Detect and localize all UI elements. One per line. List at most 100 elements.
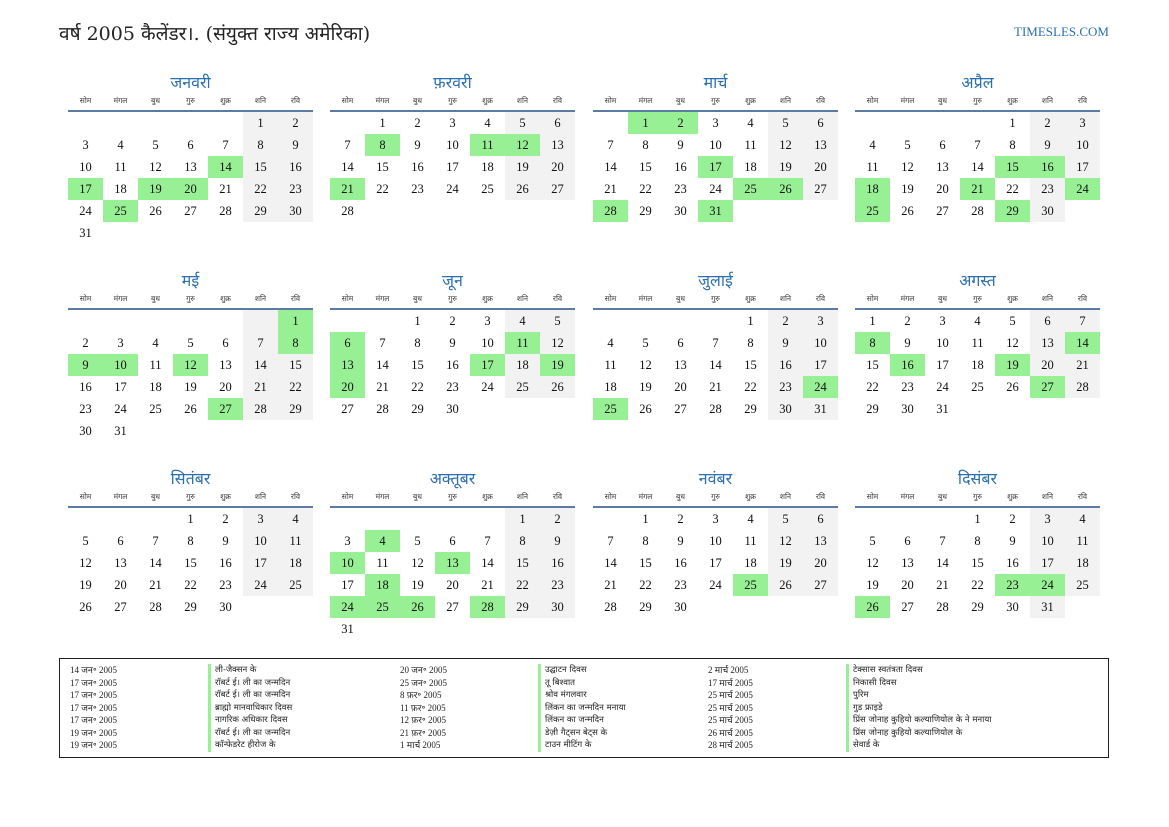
weekday-header: सोम मंगल बुध गुरु शुक्र शनि रवि — [855, 491, 1100, 505]
weekday-label: शनि — [254, 96, 267, 105]
day-cell: 6 — [803, 508, 838, 530]
empty-cell — [330, 310, 365, 332]
empty-cell — [470, 508, 505, 530]
day-cell: 14 — [709, 358, 722, 372]
weekday-label: सोम — [604, 492, 617, 501]
day-cell: 9 — [677, 534, 684, 548]
month-block: मार्च सोम मंगल बुध गुरु शुक्र शनि रवि 1 2 3 4 5 6 7 8 9 1… — [593, 72, 838, 222]
day-cell: 13 — [184, 160, 197, 174]
holiday-day-cell: 25 — [855, 200, 890, 222]
day-cell: 14 — [243, 354, 278, 376]
empty-cell — [68, 508, 103, 530]
weekday-label: बुध — [413, 294, 422, 303]
holiday-name: गुड फ्राइडे — [846, 701, 883, 714]
day-cell: 18 — [744, 160, 757, 174]
holiday-row: 17 जन॰ 2005 ब्राह्मो मानवाधिकार दिवस — [70, 701, 292, 714]
day-cell: 11 — [376, 556, 389, 570]
empty-cell — [138, 508, 173, 530]
empty-cell — [470, 200, 505, 222]
weekday-label: बुध — [413, 96, 422, 105]
day-cell: 30 — [768, 398, 803, 420]
day-cell: 10 — [936, 336, 949, 350]
day-cell: 17 — [803, 354, 838, 376]
day-grid: 1 2 3 4 5 6 7 8 9 10 11 12 13 14 15 16 17 18 19 20 21 22 23 24 2… — [593, 310, 838, 420]
empty-cell — [278, 596, 313, 618]
site-link[interactable]: TIMESLES.COM — [1014, 24, 1109, 39]
weekday-label: रवि — [552, 96, 563, 105]
day-cell: 28 — [709, 402, 722, 416]
holiday-day-cell: 27 — [208, 398, 243, 420]
day-cell: 4 — [1065, 508, 1100, 530]
empty-cell — [593, 310, 628, 332]
day-cell: 16 — [219, 556, 232, 570]
holiday-day-cell: 24 — [803, 376, 838, 398]
month-title: जनवरी — [170, 73, 211, 92]
empty-cell — [995, 398, 1030, 420]
day-cell: 30 — [674, 204, 687, 218]
month-divider — [330, 110, 575, 112]
empty-cell — [103, 310, 138, 332]
weekday-label: शनि — [516, 492, 529, 501]
day-cell: 30 — [219, 600, 232, 614]
empty-cell — [208, 420, 243, 442]
day-cell: 25 — [971, 380, 984, 394]
day-cell: 7 — [1065, 310, 1100, 332]
day-cell: 10 — [709, 138, 722, 152]
holiday-day-cell: 24 — [1065, 178, 1100, 200]
day-cell: 9 — [1030, 134, 1065, 156]
empty-cell — [698, 310, 733, 332]
holiday-day-cell: 24 — [1030, 574, 1065, 596]
day-cell: 24 — [936, 380, 949, 394]
day-cell: 22 — [278, 376, 313, 398]
day-cell: 3 — [449, 116, 456, 130]
day-cell: 15 — [639, 556, 652, 570]
weekday-header: सोम मंगल बुध गुरु शुक्र शनि रवि — [330, 293, 575, 307]
weekday-label: मंगल — [113, 294, 128, 303]
weekday-label: बुध — [151, 96, 160, 105]
day-cell: 2 — [278, 112, 313, 134]
holiday-date: 8 फ़र॰ 2005 — [400, 690, 442, 700]
day-cell: 15 — [639, 160, 652, 174]
holiday-day-cell: 16 — [890, 354, 925, 376]
empty-cell — [103, 112, 138, 134]
day-cell: 27 — [184, 204, 197, 218]
day-cell: 12 — [79, 556, 92, 570]
empty-cell — [138, 310, 173, 332]
month-title: अप्रैल — [961, 73, 994, 92]
day-cell: 14 — [604, 160, 617, 174]
day-cell: 29 — [639, 600, 652, 614]
day-cell: 20 — [803, 156, 838, 178]
day-cell: 4 — [869, 138, 876, 152]
day-cell: 10 — [1030, 530, 1065, 552]
weekday-label: रवि — [815, 492, 826, 501]
day-cell: 1 — [869, 314, 876, 328]
holiday-date: 17 मार्च 2005 — [708, 677, 753, 688]
weekday-label: शुक्र — [745, 96, 756, 105]
day-cell: 1 — [243, 112, 278, 134]
empty-cell — [173, 222, 208, 244]
holiday-date: 19 जन॰ 2005 — [70, 740, 118, 750]
weekday-label: गुरु — [973, 492, 982, 501]
holiday-day-cell: 8 — [278, 332, 313, 354]
weekday-label: रवि — [290, 492, 301, 501]
day-cell: 22 — [1006, 182, 1019, 196]
day-cell: 2 — [1030, 112, 1065, 134]
weekday-label: शनि — [779, 294, 792, 303]
day-cell: 15 — [971, 556, 984, 570]
holiday-name: कॉन्फेडरेट हीरोज के — [208, 739, 276, 752]
day-cell: 11 — [744, 534, 757, 548]
day-cell: 8 — [642, 534, 649, 548]
day-cell: 24 — [79, 204, 92, 218]
day-cell: 22 — [971, 578, 984, 592]
day-cell: 30 — [674, 600, 687, 614]
empty-cell — [68, 112, 103, 134]
day-cell: 3 — [117, 336, 124, 350]
day-cell: 22 — [411, 380, 424, 394]
day-cell: 17 — [341, 578, 354, 592]
holiday-date: 25 मार्च 2005 — [708, 690, 753, 700]
holiday-day-cell: 19 — [138, 178, 173, 200]
day-cell: 26 — [1006, 380, 1019, 394]
day-cell: 12 — [768, 530, 803, 552]
day-cell: 16 — [1006, 556, 1019, 570]
day-cell: 13 — [936, 160, 949, 174]
